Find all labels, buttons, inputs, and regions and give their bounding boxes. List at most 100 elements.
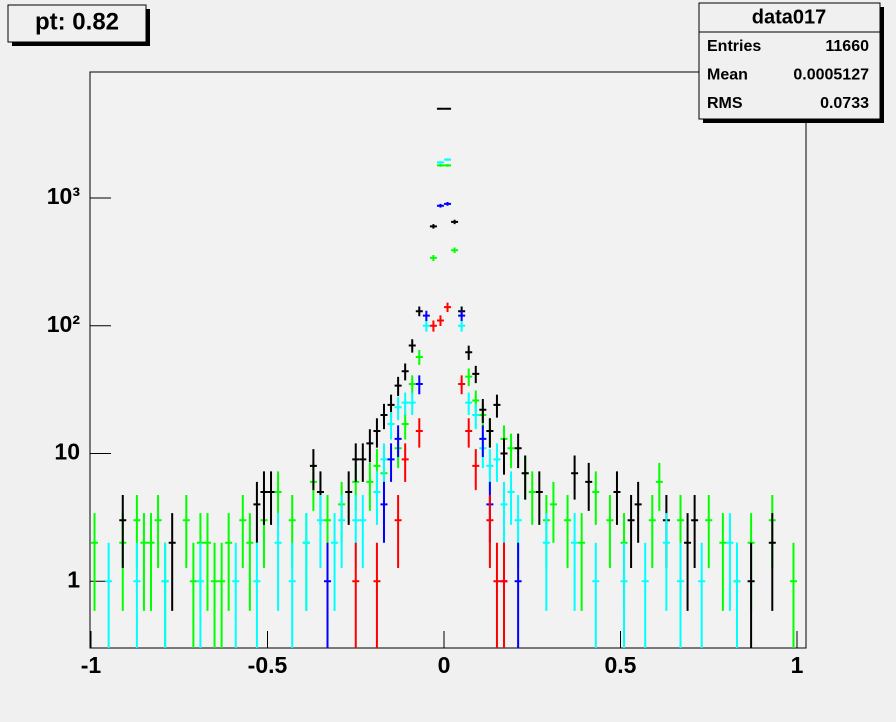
data-point: [493, 443, 501, 482]
data-point: [444, 158, 452, 161]
data-layer: [91, 107, 797, 648]
data-point: [486, 418, 494, 448]
data-point: [415, 306, 423, 317]
data-point: [542, 513, 550, 611]
data-point: [267, 471, 275, 525]
data-point: [422, 310, 430, 321]
stats-box: [698, 2, 881, 120]
data-point: [394, 376, 402, 397]
data-point: [239, 494, 247, 569]
data-point: [500, 438, 508, 475]
data-point: [366, 429, 374, 463]
data-point: [500, 481, 508, 543]
x-tick-label: -0.5: [248, 652, 288, 678]
data-point: [429, 254, 437, 261]
data-point: [465, 392, 473, 416]
data-point: [571, 455, 579, 500]
data-point: [465, 418, 473, 448]
data-point: [436, 315, 444, 327]
stats-value: 11660: [825, 38, 869, 55]
data-point: [641, 542, 649, 648]
data-point: [260, 471, 268, 525]
data-point: [472, 449, 480, 491]
data-point: [366, 462, 374, 511]
data-point: [225, 513, 233, 611]
data-point: [436, 161, 444, 164]
data-point: [472, 403, 480, 430]
data-point: [147, 513, 155, 611]
data-point: [274, 513, 282, 611]
data-point: [211, 542, 219, 648]
data-point: [507, 471, 515, 525]
data-point: [302, 513, 310, 611]
data-point: [444, 164, 452, 167]
data-point: [309, 449, 317, 491]
data-point: [401, 443, 409, 482]
data-point: [719, 513, 727, 611]
data-point: [196, 542, 204, 648]
data-point: [698, 542, 706, 648]
data-point: [549, 481, 557, 543]
chart-title: pt: 0.82: [35, 8, 119, 35]
stats-label: Mean: [707, 67, 748, 84]
data-point: [380, 443, 388, 482]
x-tick-label: -1: [81, 652, 102, 678]
data-point: [429, 320, 437, 332]
data-point: [444, 202, 452, 206]
data-point: [564, 494, 572, 569]
data-point: [415, 375, 423, 395]
data-point: [253, 481, 261, 543]
data-point: [592, 471, 600, 525]
data-point: [380, 481, 388, 543]
data-point: [648, 494, 656, 569]
data-point: [408, 375, 416, 395]
stats-label: RMS: [707, 95, 743, 112]
data-point: [380, 403, 388, 430]
data-point: [324, 542, 332, 648]
data-point: [387, 412, 395, 440]
title-box: [7, 4, 147, 43]
data-point: [253, 542, 261, 648]
data-point: [571, 513, 579, 611]
data-point: [394, 396, 402, 421]
data-point: [436, 203, 444, 208]
data-point: [705, 494, 713, 569]
data-point: [747, 542, 755, 648]
data-point: [189, 542, 197, 648]
data-point: [451, 247, 459, 254]
data-point: [246, 513, 254, 611]
data-point: [218, 542, 226, 648]
data-point: [613, 471, 621, 525]
data-point: [161, 542, 169, 648]
data-point: [768, 513, 776, 611]
data-point: [592, 542, 600, 648]
data-point: [535, 471, 543, 525]
data-point: [691, 494, 699, 569]
data-point: [479, 399, 487, 424]
data-point: [662, 513, 670, 611]
data-point: [387, 443, 395, 482]
y-tick-label: 10³: [47, 183, 81, 209]
data-point: [408, 392, 416, 416]
data-point: [479, 425, 487, 457]
y-tick-label: 10²: [47, 311, 81, 337]
data-point: [465, 368, 473, 387]
data-point: [373, 418, 381, 448]
data-point: [401, 363, 409, 381]
data-point: [359, 494, 367, 569]
data-point: [352, 443, 360, 482]
data-point: [345, 471, 353, 525]
data-point: [182, 494, 190, 569]
data-point: [401, 392, 409, 416]
data-point: [634, 481, 642, 543]
data-point: [458, 375, 466, 395]
data-point: [514, 433, 522, 469]
data-point: [578, 513, 586, 611]
data-point: [585, 462, 593, 511]
data-point: [359, 443, 367, 482]
data-point: [415, 350, 423, 365]
data-point: [316, 494, 324, 569]
data-point: [726, 513, 734, 611]
data-point: [394, 425, 402, 457]
